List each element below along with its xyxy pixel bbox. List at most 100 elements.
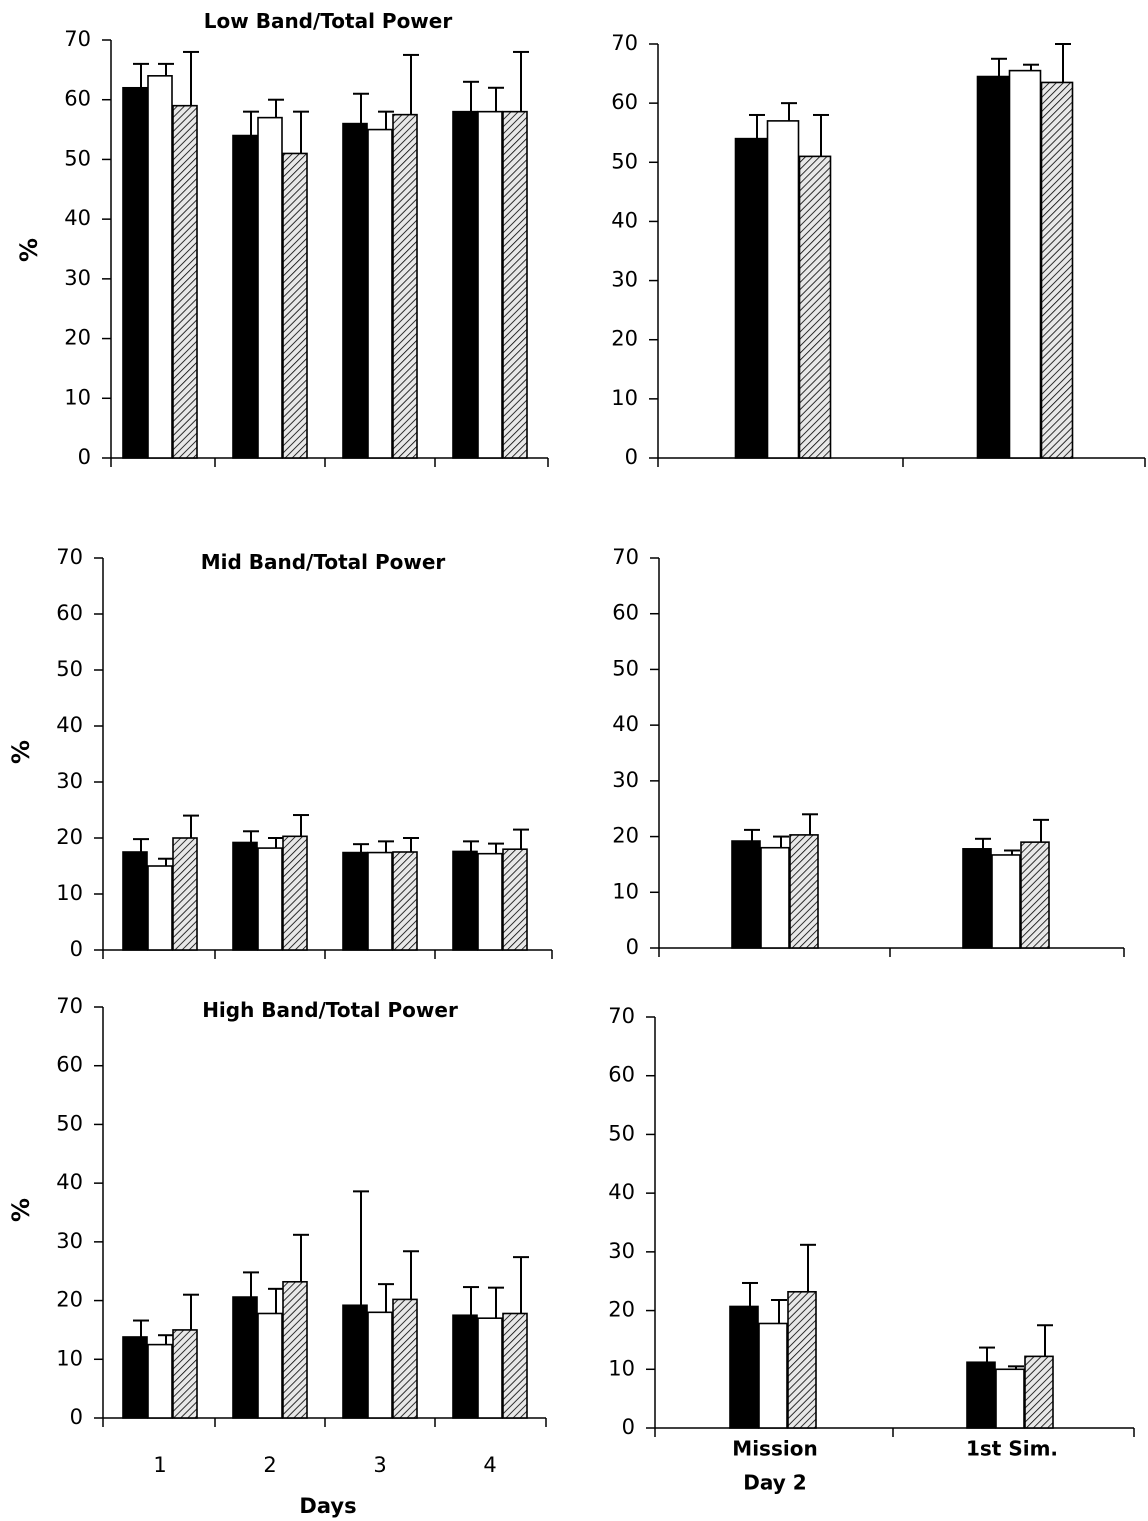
bar-white-2 (991, 854, 1021, 949)
x-category-label: Mission (732, 1437, 817, 1461)
y-tick-label: 30 (611, 268, 638, 292)
x-category-label: 2 (263, 1453, 276, 1477)
y-tick-label: 60 (56, 601, 83, 625)
bar-hatched-1 (787, 1290, 817, 1429)
bar-hatched-1 (798, 155, 832, 459)
y-tick-label: 40 (56, 713, 83, 737)
bar-white-2 (1008, 69, 1042, 459)
x-category-label: 1st Sim. (966, 1437, 1058, 1461)
bar-white-2 (257, 1312, 283, 1419)
chart-panel-5: High Band/Total Power% 0 10 20 30 40 50 60 70 1 2 3… (7, 994, 547, 1518)
chart-title: Mid Band/Total Power (201, 550, 446, 574)
y-tick-label: 70 (612, 545, 639, 569)
bar-black-1 (734, 137, 768, 459)
bar-black-3 (342, 851, 368, 951)
y-tick-label: 10 (611, 386, 638, 410)
y-tick-label: 50 (64, 146, 91, 170)
y-tick-label: 60 (56, 1053, 83, 1077)
bar-white-2 (995, 1368, 1025, 1429)
bar-hatched-1 (172, 1329, 198, 1419)
y-tick-label: 40 (608, 1180, 635, 1204)
y-tick-label: 30 (56, 769, 83, 793)
y-tick-label: 0 (70, 1405, 83, 1429)
y-axis-label: % (15, 238, 43, 262)
bar-white-1 (147, 1343, 173, 1419)
bar-hatched-2 (282, 1280, 308, 1419)
bar-black-4 (452, 110, 478, 459)
y-tick-label: 60 (612, 601, 639, 625)
y-tick-label: 50 (612, 656, 639, 680)
y-axis-label: % (7, 1198, 35, 1222)
bar-hatched-2 (1040, 81, 1074, 459)
bar-black-1 (731, 840, 761, 949)
y-tick-label: 20 (608, 1298, 635, 1322)
bar-hatched-3 (392, 113, 418, 459)
y-tick-label: 10 (612, 879, 639, 903)
y-tick-label: 10 (56, 881, 83, 905)
chart-title: Low Band/Total Power (204, 9, 453, 33)
bar-white-4 (477, 110, 503, 459)
bar-white-4 (477, 852, 503, 951)
bar-white-2 (257, 847, 283, 951)
bar-black-1 (122, 86, 148, 459)
y-tick-label: 30 (608, 1239, 635, 1263)
bar-hatched-4 (502, 848, 528, 951)
x-category-label: 1 (153, 1453, 166, 1477)
bar-white-1 (147, 865, 173, 951)
bar-hatched-1 (789, 834, 819, 949)
bar-black-2 (976, 75, 1010, 459)
bar-white-3 (367, 128, 393, 459)
y-tick-label: 50 (56, 1111, 83, 1135)
y-tick-label: 0 (626, 935, 639, 959)
y-tick-label: 20 (611, 327, 638, 351)
bar-white-3 (367, 1311, 393, 1419)
y-tick-label: 70 (56, 545, 83, 569)
bar-black-2 (232, 841, 258, 951)
y-tick-label: 70 (611, 31, 638, 55)
y-tick-label: 70 (64, 27, 91, 51)
y-tick-label: 70 (56, 994, 83, 1018)
bar-black-3 (342, 122, 368, 459)
bar-hatched-3 (392, 851, 418, 951)
bar-hatched-4 (502, 110, 528, 459)
y-tick-label: 0 (78, 445, 91, 469)
x-axis-label: Days (299, 1494, 356, 1518)
bar-black-4 (452, 1314, 478, 1419)
bar-black-1 (729, 1305, 759, 1429)
bar-hatched-2 (282, 152, 308, 459)
chart-title: High Band/Total Power (202, 998, 458, 1022)
y-tick-label: 60 (608, 1063, 635, 1087)
bar-black-1 (122, 1336, 148, 1419)
chart-panel-6: 0 10 20 30 40 50 60 70 Mission Day 2 1st Sim. (608, 1004, 1135, 1495)
y-tick-label: 10 (56, 1346, 83, 1370)
y-tick-label: 20 (56, 1288, 83, 1312)
bar-hatched-2 (1024, 1355, 1054, 1429)
y-axis-label: % (7, 740, 35, 764)
y-tick-label: 30 (612, 768, 639, 792)
bar-black-3 (342, 1304, 368, 1419)
bar-white-1 (758, 1322, 788, 1429)
y-tick-label: 60 (611, 90, 638, 114)
y-tick-label: 20 (64, 326, 91, 350)
y-tick-label: 30 (56, 1229, 83, 1253)
bar-hatched-4 (502, 1312, 528, 1419)
y-tick-label: 30 (64, 266, 91, 290)
bar-black-2 (962, 848, 992, 949)
y-tick-label: 0 (70, 937, 83, 961)
x-category-label: 3 (373, 1453, 386, 1477)
x-category-label: Day 2 (743, 1471, 806, 1495)
y-tick-label: 50 (56, 657, 83, 681)
chart-panel-4: 0 10 20 30 40 50 60 70 (612, 545, 1125, 959)
y-tick-label: 20 (56, 825, 83, 849)
chart-panel-2: 0 10 20 30 40 50 60 70 (611, 31, 1146, 469)
y-tick-label: 40 (611, 208, 638, 232)
chart-panel-1: Low Band/Total Power% 0 10 20 30 40 50 60 70 (15, 9, 549, 469)
bar-black-2 (232, 134, 258, 459)
bar-black-2 (966, 1361, 996, 1429)
y-tick-label: 0 (625, 445, 638, 469)
y-tick-label: 40 (612, 712, 639, 736)
y-tick-label: 40 (64, 206, 91, 230)
bar-hatched-2 (1020, 841, 1050, 949)
chart-panel-3: Mid Band/Total Power% 0 10 20 30 40 50 60 70 (7, 545, 553, 961)
